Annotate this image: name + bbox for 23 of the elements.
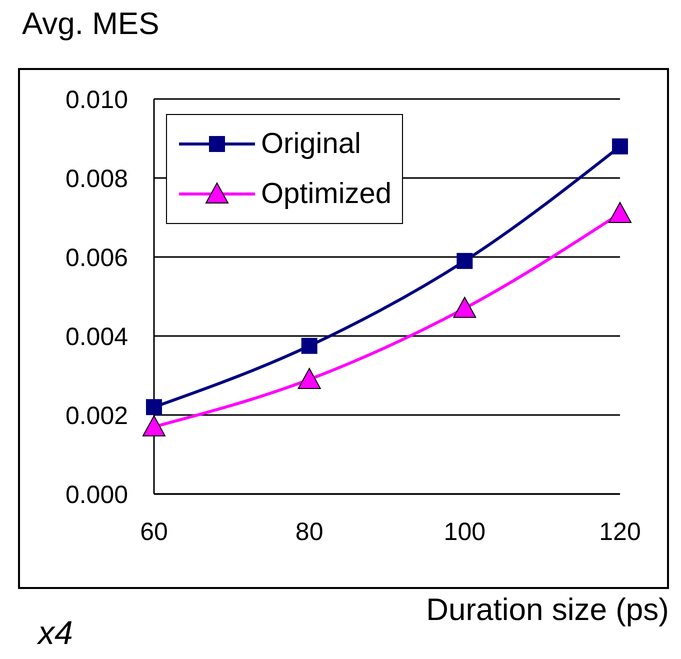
y-tick-label: 0.006 [65,244,128,272]
text: x4 [38,614,73,652]
chart-title: Avg. MES [22,6,160,42]
y-tick-label: 0.004 [65,322,128,351]
point [298,368,321,389]
x-tick-label: 60 [140,518,168,546]
point [146,399,162,416]
legend-label: Optimized [261,177,392,212]
point [456,252,473,269]
x-axis-title: Duration size (ps) [426,592,669,628]
y-tick-label: 0.008 [65,164,128,193]
y-tick-label: 0.010 [65,86,128,114]
point [608,202,632,224]
point [453,296,476,318]
y-tick-label: 0.002 [65,402,128,430]
x-tick-label: 100 [444,518,486,546]
x-tick-label: 120 [599,518,641,546]
legend-label: Original [261,127,361,162]
point [612,138,628,154]
point [301,338,318,354]
y-tick-label: 0.000 [65,480,128,509]
point [142,415,166,436]
x-tick-label: 80 [295,518,324,546]
